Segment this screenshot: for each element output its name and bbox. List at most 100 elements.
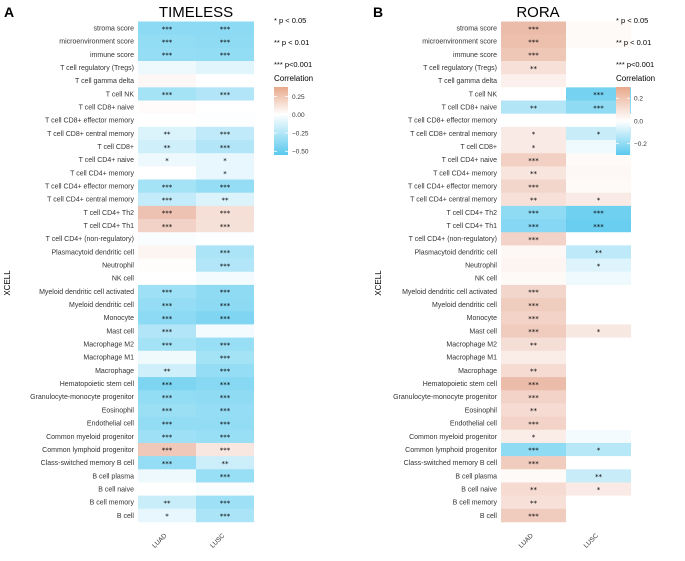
significance-stars: ****************************************… <box>162 25 231 520</box>
row-label: B cell plasma <box>92 473 134 480</box>
heatmap-cell <box>566 113 631 128</box>
heatmap-cell <box>138 61 196 75</box>
significance-star: * <box>532 434 536 442</box>
heatmap-panel-timeless: A TIMELESS XCELL stroma score microenviro… <box>3 4 313 550</box>
significance-star: ** <box>530 407 538 415</box>
heatmap-cell <box>138 87 196 101</box>
heatmap-cell <box>566 21 631 35</box>
significance-star: ** <box>595 249 603 257</box>
significance-star: *** <box>220 91 231 99</box>
heatmap-cell <box>196 232 254 246</box>
heatmap-cell <box>566 258 631 273</box>
heatmap-cell <box>138 126 196 141</box>
significance-star: ** <box>530 368 538 376</box>
heatmap-cell <box>501 469 566 483</box>
significance-star: *** <box>220 131 231 139</box>
heatmap-cell <box>138 482 196 496</box>
significance-star: *** <box>162 315 173 323</box>
row-label: T cell CD4+ Th2 <box>446 210 497 217</box>
heatmap-cell <box>138 390 196 404</box>
heatmap-cell <box>566 363 631 378</box>
heatmap-cell <box>566 140 631 154</box>
significance-star: ** <box>530 341 538 349</box>
significance-star: * <box>165 513 169 521</box>
row-label: Class-switched memory B cell <box>404 460 498 467</box>
significance-star: *** <box>220 210 231 218</box>
heatmap-cell <box>501 140 566 154</box>
colorbar-title: Correlation <box>616 74 655 83</box>
heatmap-cell <box>196 205 254 220</box>
row-label: T cell CD8+ <box>97 144 134 151</box>
colorbar: Correlation 0.25 0.00 −0.25 −0.50 <box>274 74 313 156</box>
significance-star: *** <box>162 197 173 205</box>
y-axis-label: XCELL <box>374 270 383 296</box>
heatmap-cell <box>196 153 254 167</box>
heatmap-cell <box>138 153 196 167</box>
heatmap-cell <box>196 140 254 154</box>
heatmap-cell <box>501 495 566 510</box>
row-label: B cell <box>117 513 135 520</box>
row-labels: stroma score microenvironment score immune… <box>393 25 498 519</box>
row-label: Endothelial cell <box>87 421 135 428</box>
significance-star: *** <box>528 381 539 389</box>
heatmap-cell <box>566 350 631 365</box>
heatmap-cell <box>196 100 254 114</box>
heatmap-cell <box>501 390 566 404</box>
heatmap-cell <box>196 179 254 194</box>
row-label: Granulocyte-monocyte progenitor <box>393 394 498 401</box>
significance-star: *** <box>220 289 231 297</box>
row-label: Common myeloid progenitor <box>46 434 135 441</box>
heatmap-cell <box>196 403 254 417</box>
heatmap-cell <box>138 258 196 273</box>
colorbar-tick-label: 0.0 <box>634 118 643 125</box>
row-label: Myeloid dendritic cell activated <box>402 289 497 296</box>
heatmap-cell <box>196 469 254 483</box>
heatmap-cell <box>566 495 631 510</box>
heatmap-cell <box>566 34 631 49</box>
significance-star: *** <box>528 157 539 165</box>
row-label: T cell CD8+ central memory <box>47 131 134 138</box>
heatmap-cell <box>566 205 631 220</box>
row-label: Class-switched memory B cell <box>41 460 135 467</box>
significance-star: *** <box>162 210 173 218</box>
significance-star: *** <box>528 38 539 46</box>
heatmap-cell <box>501 87 566 101</box>
significance-star: *** <box>220 407 231 415</box>
row-label: T cell CD4+ (non-regulatory) <box>46 236 134 243</box>
row-label: NK cell <box>475 276 498 283</box>
heatmap-cell <box>566 416 631 431</box>
colorbar-tick-label: −0.50 <box>292 149 309 156</box>
significance-star: *** <box>162 52 173 60</box>
significance-star: *** <box>528 420 539 428</box>
heatmap-cell <box>196 337 254 352</box>
significance-star: *** <box>220 25 231 33</box>
row-label: T cell CD4+ Th1 <box>83 223 134 230</box>
sig-legend-2: ** p < 0.01 <box>274 38 309 47</box>
significance-star: *** <box>162 302 173 310</box>
heatmap-cell <box>501 192 566 207</box>
heatmap-cell <box>501 350 566 365</box>
heatmap-cell <box>501 113 566 128</box>
significance-star: *** <box>220 368 231 376</box>
colorbar-title: Correlation <box>274 74 313 83</box>
heatmap-cell <box>196 258 254 273</box>
heatmap-cell <box>501 245 566 259</box>
significance-star: ** <box>222 197 230 205</box>
heatmap-cell <box>196 298 254 312</box>
colorbar-gradient <box>274 87 288 155</box>
heatmap-cell <box>566 219 631 233</box>
row-label: Macrophage M1 <box>446 355 497 362</box>
heatmap-cell <box>501 416 566 431</box>
row-label: Hematopoietic stem cell <box>423 381 498 388</box>
colorbar-tick-label: 0.00 <box>292 112 305 119</box>
significance-star: *** <box>220 315 231 323</box>
row-label: immune score <box>453 52 497 59</box>
row-label: T cell CD4+ naive <box>79 157 134 164</box>
colorbar-tick-label: 0.25 <box>292 94 305 101</box>
significance-legend: * p < 0.05 ** p < 0.01 *** p<0.001 <box>616 16 654 69</box>
heatmap-cell <box>196 390 254 404</box>
significance-stars: ****************************************… <box>528 25 604 520</box>
heatmap-cell <box>566 298 631 312</box>
row-label: T cell gamma delta <box>75 78 134 85</box>
significance-star: * <box>223 170 227 178</box>
